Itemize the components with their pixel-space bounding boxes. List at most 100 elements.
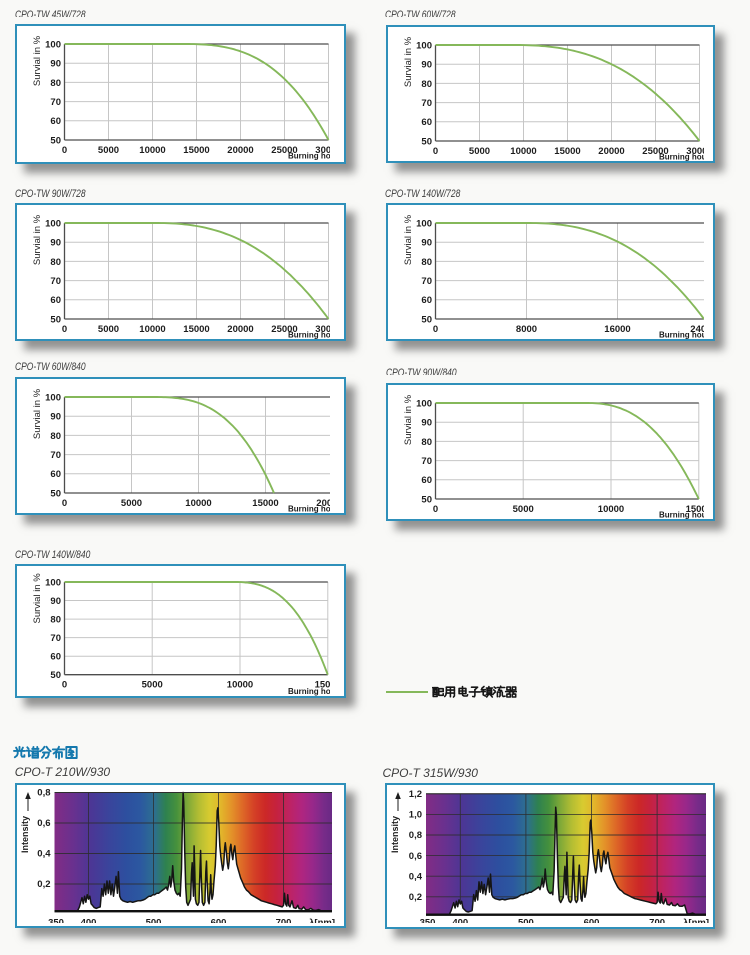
svg-text:15000: 15000: [183, 145, 209, 156]
svg-text:500: 500: [146, 917, 162, 923]
svg-text:30000: 30000: [686, 146, 704, 157]
svg-text:20000: 20000: [227, 145, 253, 156]
svg-text:25000: 25000: [271, 145, 297, 156]
svg-text:0,6: 0,6: [37, 818, 50, 829]
svg-text:90: 90: [50, 411, 61, 422]
svg-text:80: 80: [421, 257, 432, 268]
svg-text:10000: 10000: [139, 324, 165, 335]
svg-text:90: 90: [50, 596, 61, 607]
svg-text:5000: 5000: [512, 504, 533, 515]
svg-text:70: 70: [50, 450, 61, 461]
svg-text:Burning hours: Burning hours: [659, 511, 704, 520]
svg-text:50: 50: [421, 494, 432, 505]
svg-text:Burning hours: Burning hours: [288, 504, 330, 513]
svg-text:80: 80: [421, 78, 432, 89]
svg-text:Burning hours: Burning hours: [659, 152, 704, 161]
svg-text:0: 0: [61, 145, 66, 156]
svg-text:70: 70: [50, 97, 61, 108]
svg-text:Burning hours: Burning hours: [288, 152, 330, 161]
svg-text:5000: 5000: [120, 498, 141, 509]
svg-text:0,8: 0,8: [37, 787, 50, 798]
svg-text:70: 70: [421, 98, 432, 109]
svg-text:Intensity: Intensity: [20, 815, 30, 852]
svg-text:8000: 8000: [515, 324, 536, 335]
svg-text:700: 700: [276, 917, 292, 923]
svg-text:5000: 5000: [468, 146, 489, 157]
svg-text:500: 500: [518, 917, 534, 923]
svg-text:Intensity: Intensity: [390, 815, 400, 852]
svg-text:0,2: 0,2: [409, 892, 422, 903]
svg-text:0,4: 0,4: [409, 871, 423, 882]
svg-text:60: 60: [50, 295, 61, 306]
svg-text:15000: 15000: [685, 504, 703, 515]
svg-text:30000: 30000: [315, 324, 330, 335]
svg-text:24000: 24000: [690, 324, 704, 335]
svg-text:25000: 25000: [642, 146, 668, 157]
svg-text:350: 350: [420, 917, 436, 923]
svg-text:50: 50: [50, 135, 61, 146]
svg-text:400: 400: [81, 917, 97, 923]
svg-text:Burning hours: Burning hours: [288, 687, 330, 696]
svg-text:80: 80: [421, 437, 432, 448]
svg-text:80: 80: [50, 430, 61, 441]
svg-text:90: 90: [421, 238, 432, 249]
svg-text:20000: 20000: [598, 146, 624, 157]
svg-text:10000: 10000: [185, 498, 211, 509]
svg-text:60: 60: [421, 117, 432, 128]
svg-text:5000: 5000: [141, 679, 162, 690]
svg-text:0: 0: [432, 146, 437, 157]
svg-text:50: 50: [50, 488, 61, 499]
svg-text:60: 60: [421, 295, 432, 306]
svg-text:λ[nm]: λ[nm]: [309, 917, 335, 923]
svg-text:1,0: 1,0: [409, 809, 422, 820]
svg-text:Survial in %: Survial in %: [403, 214, 414, 265]
svg-text:70: 70: [50, 633, 61, 644]
svg-text:100: 100: [45, 392, 61, 403]
svg-text:50: 50: [50, 314, 61, 325]
svg-text:20000: 20000: [316, 498, 330, 509]
svg-text:70: 70: [50, 276, 61, 287]
svg-text:100: 100: [416, 218, 432, 229]
svg-text:600: 600: [211, 917, 227, 923]
svg-text:70: 70: [421, 456, 432, 467]
svg-text:16000: 16000: [604, 324, 630, 335]
svg-text:15000: 15000: [183, 324, 209, 335]
svg-text:50: 50: [421, 314, 432, 325]
svg-text:10000: 10000: [139, 145, 165, 156]
svg-text:25000: 25000: [271, 324, 297, 335]
svg-text:Survial in %: Survial in %: [32, 573, 43, 624]
svg-text:0: 0: [432, 324, 437, 335]
svg-text:80: 80: [50, 78, 61, 89]
svg-text:0,2: 0,2: [37, 879, 50, 890]
svg-text:0: 0: [61, 679, 66, 690]
svg-text:100: 100: [45, 218, 61, 229]
svg-text:80: 80: [50, 615, 61, 626]
svg-text:Survial in %: Survial in %: [32, 214, 43, 265]
svg-text:Survial in %: Survial in %: [32, 35, 43, 86]
svg-text:λ[nm]: λ[nm]: [683, 917, 709, 923]
svg-text:60: 60: [50, 652, 61, 663]
svg-text:30000: 30000: [315, 145, 330, 156]
svg-text:Survial in %: Survial in %: [403, 394, 414, 445]
svg-text:60: 60: [50, 116, 61, 127]
svg-text:15000: 15000: [252, 498, 278, 509]
svg-text:400: 400: [452, 917, 468, 923]
svg-text:Survial in %: Survial in %: [32, 388, 43, 439]
svg-text:Burning hours: Burning hours: [659, 331, 704, 340]
svg-text:10000: 10000: [226, 679, 252, 690]
svg-text:60: 60: [421, 475, 432, 486]
svg-text:100: 100: [416, 40, 432, 51]
svg-text:Survial in %: Survial in %: [403, 36, 414, 87]
svg-text:0: 0: [432, 504, 437, 515]
svg-text:600: 600: [584, 917, 600, 923]
svg-text:100: 100: [45, 39, 61, 50]
svg-text:0,8: 0,8: [409, 830, 422, 841]
svg-text:350: 350: [48, 917, 64, 923]
svg-text:700: 700: [649, 917, 665, 923]
svg-text:5000: 5000: [97, 324, 118, 335]
svg-text:90: 90: [421, 418, 432, 429]
svg-text:Burning hours: Burning hours: [288, 330, 330, 339]
svg-text:80: 80: [50, 256, 61, 267]
svg-text:50: 50: [50, 670, 61, 681]
svg-text:15000: 15000: [314, 679, 329, 690]
